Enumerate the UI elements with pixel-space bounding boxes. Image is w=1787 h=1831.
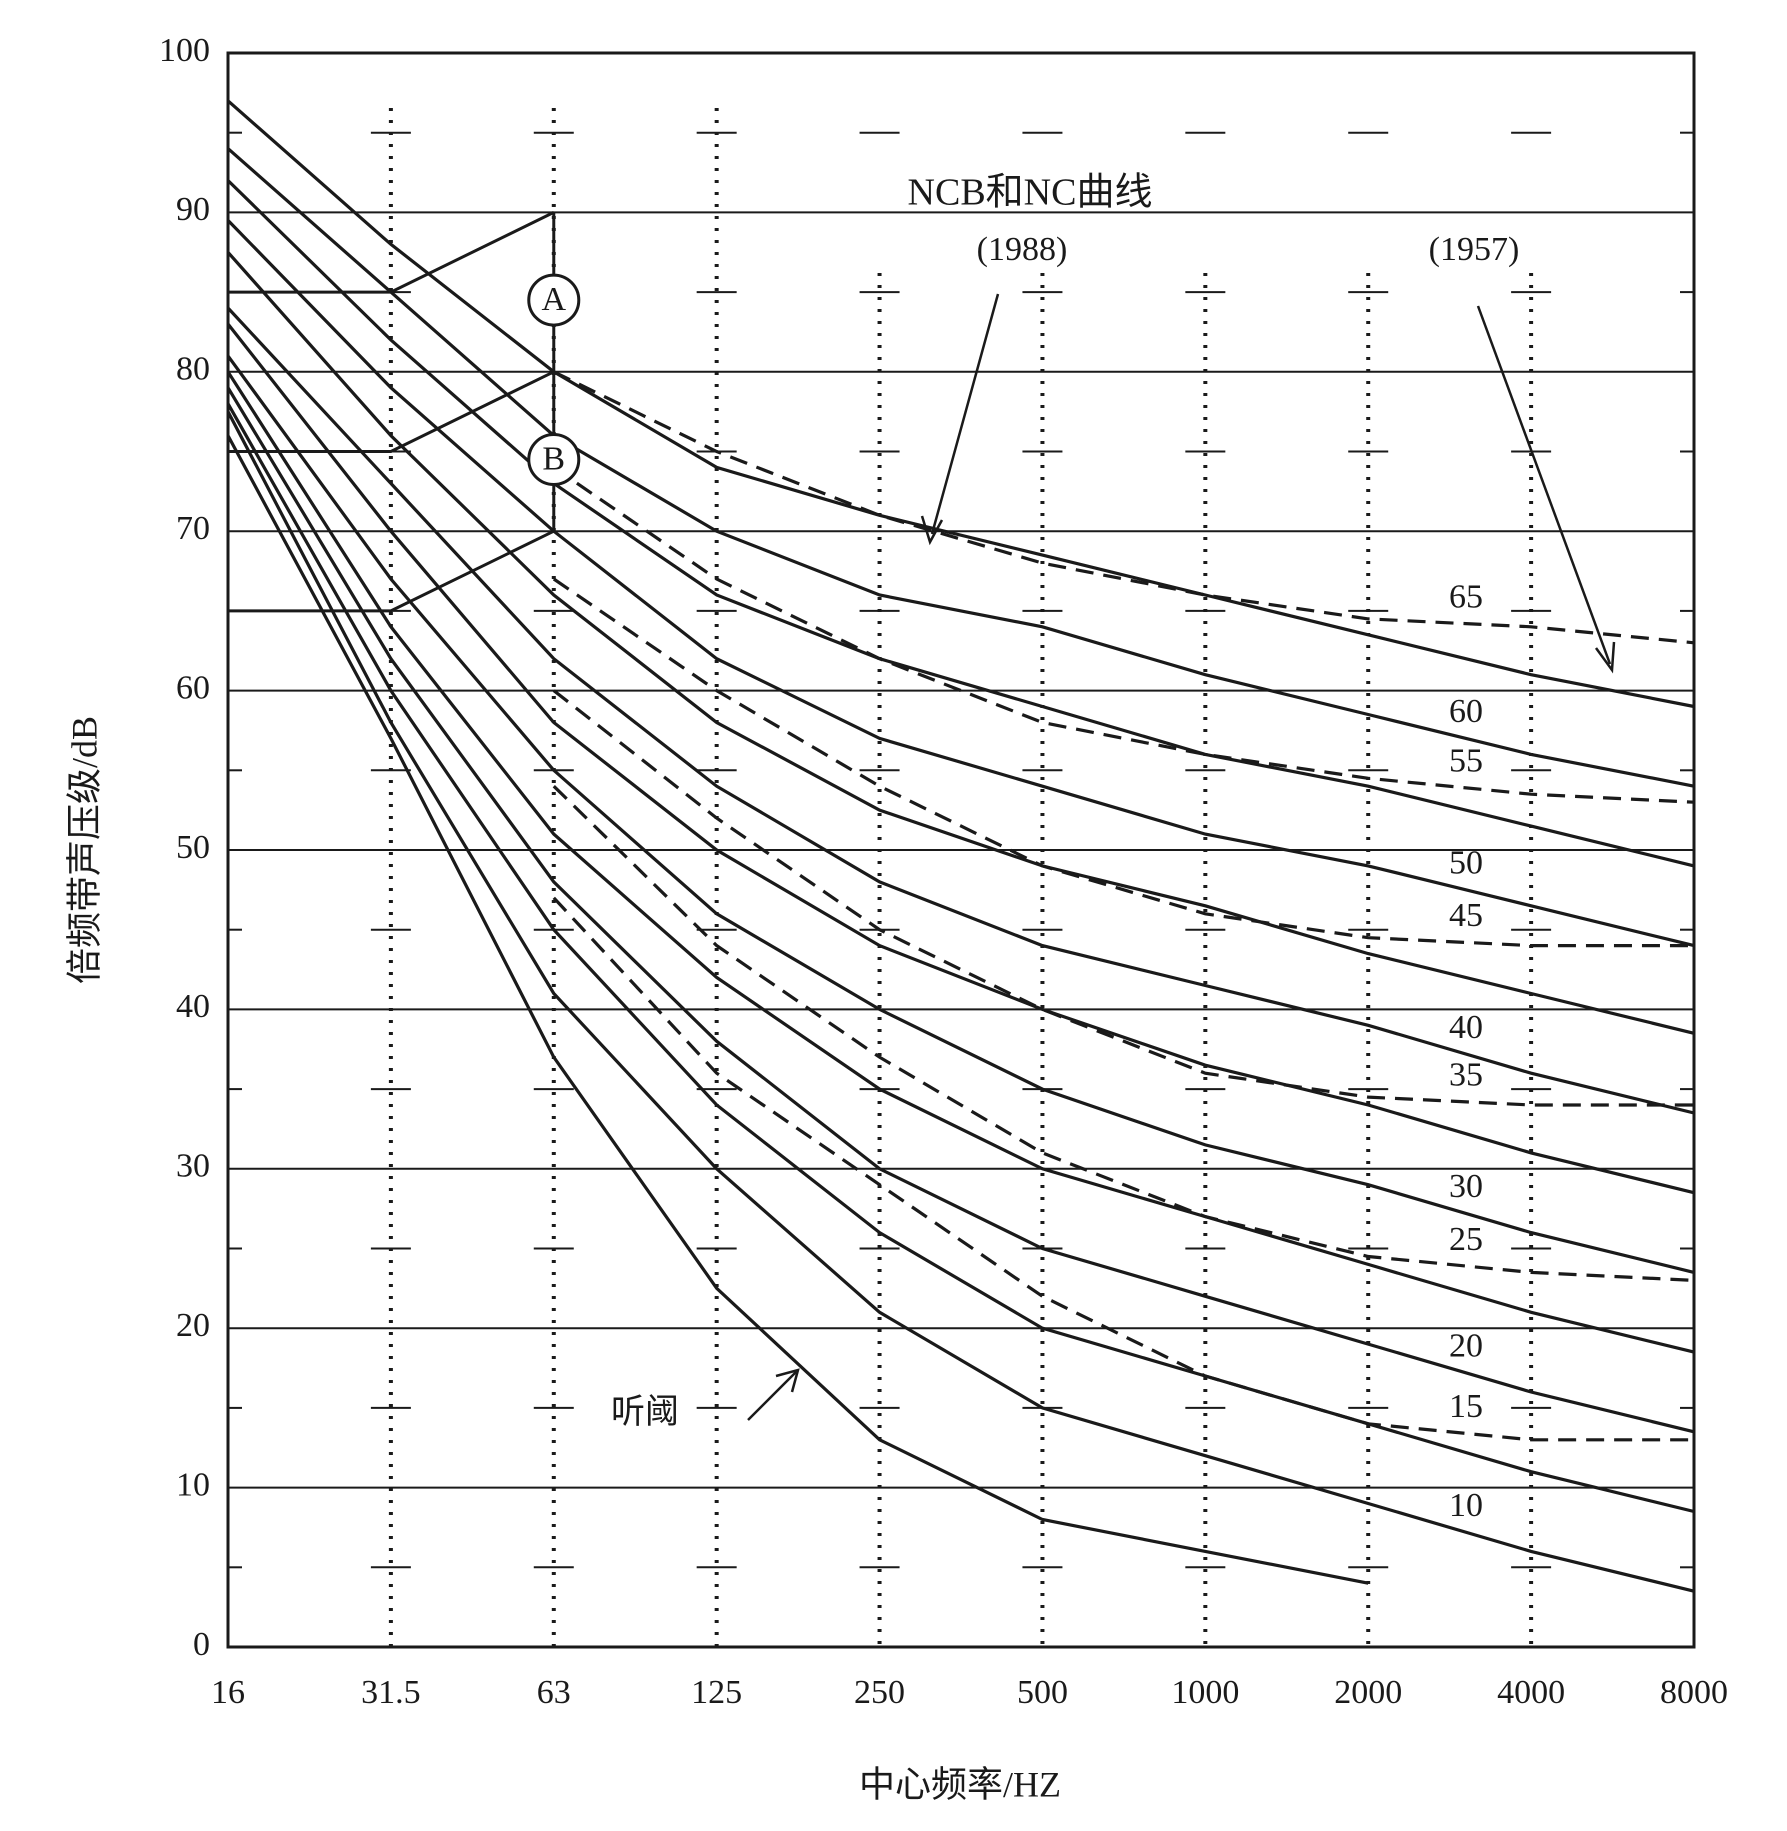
curve-label: 35 [1449,1057,1483,1094]
x-tick-label: 125 [691,1674,742,1711]
x-tick-label: 250 [854,1674,905,1711]
region-boundary [228,529,555,613]
group-label: (1957) [1429,231,1520,268]
curve [553,370,1695,645]
y-tick-label: 70 [176,510,210,547]
region-label: B [542,440,565,477]
curve [552,689,1694,1107]
y-tick-label: 60 [176,669,210,706]
region-label: A [541,281,566,318]
chart-title: NCB和NC曲线 [908,172,1153,214]
region-boundary [228,211,555,294]
x-tick-label: 8000 [1660,1674,1728,1711]
curve [226,354,1695,1274]
region-marker [527,432,581,486]
plot-frame [226,51,1696,1649]
curve-label: 15 [1449,1388,1483,1425]
x-tick-label: 31.5 [361,1674,421,1711]
curve-label: 50 [1449,845,1483,882]
curve [552,896,1694,1442]
annotation-arrows [747,293,1616,1421]
curve [552,785,1695,1282]
x-tick-label: 1000 [1171,1674,1239,1711]
curve-label: 10 [1449,1487,1483,1524]
curve-label: 65 [1449,578,1483,615]
curve [552,466,1695,804]
curve-label: 20 [1449,1328,1483,1365]
x-tick-label: 500 [1017,1674,1068,1711]
curve [226,402,1695,1514]
y-tick-label: 30 [176,1148,210,1185]
arrow-head [775,1368,800,1393]
region-boundary [228,370,555,453]
curve [226,251,1695,1035]
x-axis-title: 中心频率/HZ [859,1764,1061,1804]
y-tick-label: 80 [176,351,210,388]
y-tick-label: 100 [159,32,210,69]
curve [552,577,1694,948]
arrow [930,293,1000,535]
y-tick-label: 90 [176,191,210,228]
y-tick-label: 0 [193,1626,210,1663]
y-tick-label: 20 [176,1307,210,1344]
arrow-head [920,515,944,546]
arrow-head [1594,641,1616,674]
arrow [1476,305,1612,665]
y-tick-label: 50 [176,829,210,866]
curve-label: 25 [1449,1221,1483,1258]
y-tick-label: 40 [176,988,210,1025]
x-tick-label: 2000 [1334,1674,1402,1711]
curve-label: 60 [1449,693,1483,730]
curve [226,99,1695,709]
threshold-label: 听阈 [611,1393,679,1431]
curve [226,370,1695,1354]
curve-label: 45 [1449,897,1483,934]
curve [226,410,1695,1593]
group-label: (1988) [977,231,1068,268]
x-tick-label: 4000 [1497,1674,1565,1711]
region-marker [527,273,581,327]
curve [226,219,1695,948]
curve-label: 55 [1449,743,1483,780]
curve-label: 30 [1449,1168,1483,1205]
curve [226,386,1695,1434]
curve [226,434,1369,1585]
curve [226,323,1695,1195]
x-tick-label: 16 [211,1674,245,1711]
y-tick-label: 10 [176,1466,210,1503]
curve [226,147,1695,788]
x-tick-label: 63 [537,1674,571,1711]
y-axis-title: 倍频带声压级/dB [64,716,104,984]
arrow [747,1371,797,1421]
curve-label: 40 [1449,1009,1483,1046]
